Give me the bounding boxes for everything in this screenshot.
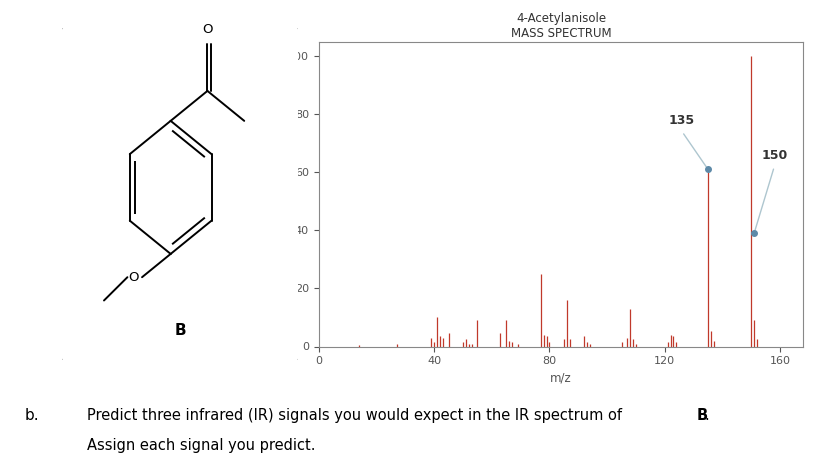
Text: B: B	[696, 408, 706, 423]
Title: 4-Acetylanisole
MASS SPECTRUM: 4-Acetylanisole MASS SPECTRUM	[510, 12, 610, 40]
Y-axis label: Rel. Intensity: Rel. Intensity	[272, 155, 285, 233]
Text: 150: 150	[760, 149, 786, 162]
Text: 135: 135	[668, 114, 695, 127]
Text: Assign each signal you predict.: Assign each signal you predict.	[87, 438, 315, 453]
Text: B: B	[174, 323, 186, 338]
X-axis label: m/z: m/z	[549, 372, 571, 385]
Text: b.: b.	[25, 408, 40, 423]
Text: .: .	[704, 408, 709, 423]
FancyBboxPatch shape	[60, 24, 300, 364]
Text: O: O	[202, 23, 213, 36]
Text: O: O	[128, 271, 139, 284]
Text: Predict three infrared (IR) signals you would expect in the IR spectrum of: Predict three infrared (IR) signals you …	[87, 408, 626, 423]
